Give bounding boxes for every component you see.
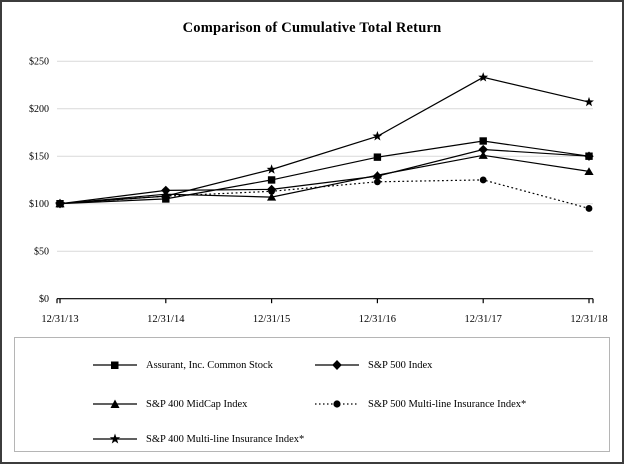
triangle-marker-icon (93, 399, 137, 408)
square-marker-icon (93, 361, 137, 369)
y-axis-labels: $0 $50 $100 $150 $200 $250 (29, 57, 49, 306)
chart-legend: Assurant, Inc. Common Stock S&P 500 Inde… (14, 337, 610, 452)
x-tick-label: 12/31/17 (465, 314, 502, 325)
legend-label: S&P 500 Index (368, 359, 433, 371)
y-tick-label: $0 (39, 294, 49, 305)
x-tick-label: 12/31/13 (41, 314, 78, 325)
legend-item-sp400-midcap: S&P 400 MidCap Index (93, 397, 247, 411)
y-tick-label: $200 (29, 104, 49, 115)
legend-label: S&P 400 MidCap Index (146, 398, 248, 410)
x-tick-label: 12/31/18 (570, 314, 607, 325)
x-tick-label: 12/31/14 (147, 314, 185, 325)
series-diamond (55, 144, 594, 209)
y-tick-label: $50 (34, 247, 49, 258)
legend-label: S&P 500 Multi-line Insurance Index* (368, 398, 527, 410)
x-axis-labels: 12/31/13 12/31/14 12/31/15 12/31/16 12/31/17… (41, 314, 607, 325)
y-tick-label: $150 (29, 152, 49, 163)
legend-item-sp500-multiline: S&P 500 Multi-line Insurance Index* (315, 397, 526, 411)
chart-title: Comparison of Cumulative Total Return (182, 20, 442, 36)
legend-item-sp500: S&P 500 Index (315, 358, 432, 372)
legend-label: Assurant, Inc. Common Stock (146, 359, 273, 371)
x-tick-label: 12/31/15 (253, 314, 290, 325)
gridlines (57, 60, 593, 252)
x-tick-label: 12/31/16 (359, 314, 396, 325)
legend-item-assurant: Assurant, Inc. Common Stock (93, 358, 273, 372)
star-marker-icon (93, 433, 137, 444)
x-axis (56, 298, 594, 304)
series-triangle (55, 151, 594, 208)
legend-item-sp400-multiline: S&P 400 Multi-line Insurance Index* (93, 432, 304, 446)
dotted-circle-marker-icon (315, 400, 359, 408)
legend-label: S&P 400 Multi-line Insurance Index* (146, 433, 305, 445)
y-tick-label: $250 (29, 57, 49, 68)
series-star (55, 72, 594, 208)
y-tick-label: $100 (29, 199, 49, 210)
diamond-marker-icon (315, 360, 359, 370)
